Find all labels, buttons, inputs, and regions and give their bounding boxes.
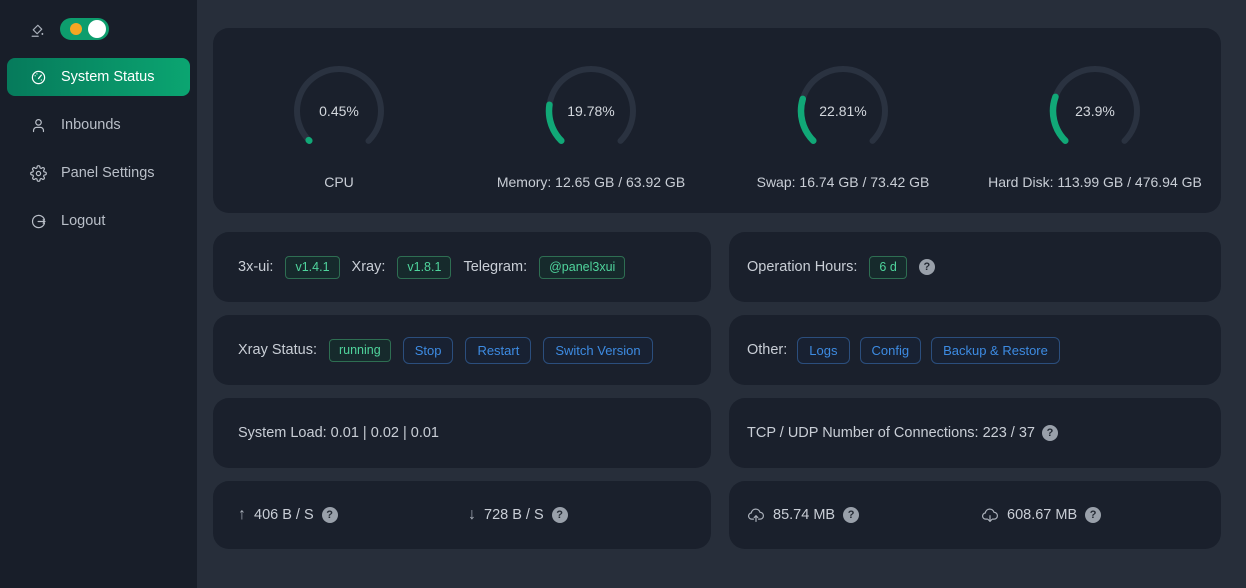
gauge-arc (1049, 65, 1141, 157)
sidebar-item-system-status[interactable]: System Status (7, 58, 190, 96)
sidebar-item-label: System Status (61, 69, 155, 85)
sidebar-item-inbounds[interactable]: Inbounds (7, 106, 190, 144)
sidebar-item-label: Inbounds (61, 117, 121, 133)
switch-version-button[interactable]: Switch Version (543, 336, 653, 364)
xray-status-card: Xray Status: running Stop Restart Switch… (213, 315, 711, 385)
connections-text: TCP / UDP Number of Connections: 223 / 3… (747, 425, 1035, 441)
sidebar-item-logout[interactable]: Logout (7, 202, 190, 240)
help-icon[interactable]: ? (1085, 507, 1102, 523)
gauge-arc (545, 65, 637, 157)
xray-label: Xray: (351, 259, 386, 275)
gauge-percent: 23.9% (1075, 103, 1115, 119)
xui-version-tag: v1.4.1 (285, 255, 340, 279)
gauges-card: 0.45% CPU 19.78% Memory: 12.65 GB / 63.9… (213, 28, 1221, 213)
sidebar-menu: System Status Inbounds (0, 58, 197, 240)
total-sent-item: 85.74 MB ? (747, 506, 969, 524)
xray-status-tag: running (328, 338, 391, 362)
uptime-card: Operation Hours: 6 d ? (729, 232, 1221, 302)
help-icon[interactable]: ? (551, 507, 568, 523)
download-speed-item: ↓ 728 B / S ? (468, 506, 686, 524)
stop-button[interactable]: Stop (402, 336, 454, 364)
xray-status-label: Xray Status: (238, 342, 317, 358)
theme-fill-icon (29, 21, 46, 38)
sidebar: System Status Inbounds (0, 0, 197, 588)
total-received-value: 608.67 MB (1007, 507, 1078, 523)
restart-button[interactable]: Restart (465, 336, 532, 364)
download-arrow-icon: ↓ (468, 506, 476, 523)
gauge-label: Memory: 12.65 GB / 63.92 GB (496, 174, 686, 190)
theme-toggle-sun-dot (70, 23, 82, 35)
telegram-handle-tag[interactable]: @panel3xui (539, 255, 626, 279)
gauge-percent: 19.78% (567, 103, 615, 119)
theme-toggle-switch[interactable] (60, 18, 109, 40)
dashboard-icon (30, 69, 47, 86)
net-traffic-card: 85.74 MB ? 608.67 MB ? (729, 481, 1221, 549)
cloud-download-icon (981, 506, 999, 524)
gauge-label: Swap: 16.74 GB / 73.42 GB (756, 174, 930, 190)
xui-label: 3x-ui: (238, 259, 274, 275)
telegram-label: Telegram: (463, 259, 528, 275)
upload-speed-item: ↑ 406 B / S ? (238, 506, 456, 524)
system-load-text: System Load: 0.01 | 0.02 | 0.01 (238, 425, 439, 441)
gauge-label: Hard Disk: 113.99 GB / 476.94 GB (988, 174, 1202, 190)
total-sent-value: 85.74 MB (773, 507, 836, 523)
other-card: Other: Logs Config Backup & Restore (729, 315, 1221, 385)
xray-version-tag: v1.8.1 (397, 255, 452, 279)
gauge-label: CPU (324, 174, 354, 190)
theme-toggle-knob (88, 20, 106, 38)
sidebar-item-label: Panel Settings (61, 165, 155, 181)
cloud-upload-icon (747, 506, 765, 524)
uptime-value-tag: 6 d (869, 255, 907, 279)
gauge-cpu: 0.45% CPU (213, 61, 465, 190)
version-card: 3x-ui: v1.4.1 Xray: v1.8.1 Telegram: @pa… (213, 232, 711, 302)
total-received-item: 608.67 MB ? (981, 506, 1203, 524)
config-button[interactable]: Config (859, 336, 922, 364)
upload-speed-value: 406 B / S (254, 507, 314, 523)
help-icon[interactable]: ? (918, 259, 935, 275)
logs-button[interactable]: Logs (797, 336, 850, 364)
sidebar-item-panel-settings[interactable]: Panel Settings (7, 154, 190, 192)
uptime-label: Operation Hours: (747, 259, 858, 275)
help-icon[interactable]: ? (1042, 425, 1058, 441)
download-speed-value: 728 B / S (484, 507, 544, 523)
gauge-arc (797, 65, 889, 157)
system-load-card: System Load: 0.01 | 0.02 | 0.01 (213, 398, 711, 468)
theme-toggle-row (0, 16, 197, 42)
connections-card: TCP / UDP Number of Connections: 223 / 3… (729, 398, 1221, 468)
help-icon[interactable]: ? (843, 507, 860, 523)
other-label: Other: (747, 342, 788, 358)
gear-icon (30, 164, 47, 182)
backup-restore-button[interactable]: Backup & Restore (931, 336, 1060, 364)
help-icon[interactable]: ? (321, 507, 338, 523)
net-speed-card: ↑ 406 B / S ? ↓ 728 B / S ? (213, 481, 711, 549)
logout-icon (30, 213, 47, 230)
user-icon (30, 117, 47, 134)
gauge-memory: 19.78% Memory: 12.65 GB / 63.92 GB (465, 61, 717, 190)
sidebar-item-label: Logout (61, 213, 106, 229)
gauge-swap: 22.81% Swap: 16.74 GB / 73.42 GB (717, 61, 969, 190)
gauge-hard-disk: 23.9% Hard Disk: 113.99 GB / 476.94 GB (969, 61, 1221, 190)
gauge-percent: 0.45% (319, 103, 359, 119)
upload-arrow-icon: ↑ (238, 506, 246, 523)
gauge-percent: 22.81% (819, 103, 867, 119)
gauge-arc (293, 65, 385, 157)
